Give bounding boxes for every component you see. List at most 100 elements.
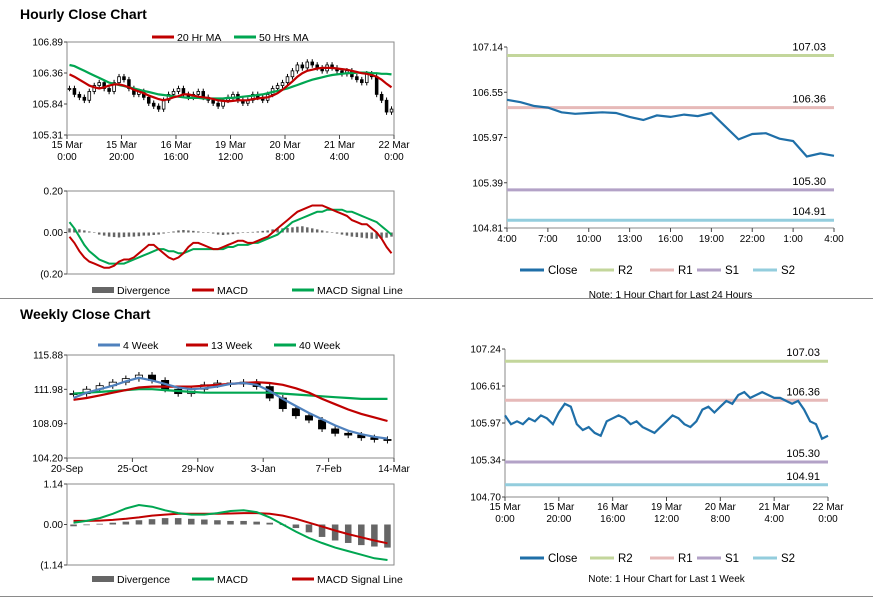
weekly-price-ytick: 115.88 [33,351,63,362]
weekly_levels-level-label: 105.30 [786,448,820,460]
hourly_levels-xtick: 4:00 [824,234,844,245]
hourly_levels-level-label: 107.03 [792,42,826,54]
weekly-price-ytick: 104.20 [32,454,63,465]
hourly_levels-legend-label: Close [548,265,577,277]
hourly-macd-divergence-bar [167,232,170,233]
hourly-macd-divergence-bar [78,229,81,233]
hourly-macd-legend-label: Divergence [117,285,170,297]
hourly-price-candle [275,85,280,89]
section-divider [0,298,873,299]
weekly-price-legend-label: 13 Week [211,340,253,352]
hourly-macd-divergence-bar [216,232,220,235]
hourly-macd-legend-swatch [92,287,114,293]
weekly-macd-divergence-bar [201,519,208,525]
hourly-price-candle [374,76,379,95]
hourly-macd-divergence-bar [301,226,304,233]
hourly-price-candle [310,61,315,66]
weekly-ma4-line [73,376,388,440]
hourly-price-candle [384,99,389,113]
hourly-macd-divergence-bar [231,232,235,235]
weekly_levels-xtick: 21 Mar [759,502,791,513]
weekly-price-plot [66,354,395,459]
hourly-macd-legend-label: MACD Signal Line [317,285,403,297]
hourly-price-xtick: 16 Mar [160,140,192,151]
weekly-macd-ytick: 1.14 [44,480,64,491]
hourly-macd-divergence-bar [320,230,324,233]
hourly-macd-divergence-bar [93,232,96,233]
weekly-price-candle [304,415,313,421]
hourly_levels-xtick: 1:00 [783,234,803,245]
weekly_levels-ytick: 105.97 [470,419,501,430]
weekly-macd-divergence-bar [148,519,156,525]
weekly-price-candle [291,408,300,417]
hourly-price-candle [379,93,384,101]
hourly-macd-divergence-bar [157,232,160,235]
hourly_levels-legend-label: R2 [618,265,633,277]
hourly-macd-ytick: (0.20 [40,270,63,281]
weekly-price-xtick: 14-Mar [378,464,410,475]
hourly-macd-divergence-bar [291,227,294,233]
weekly-price-xtick: 29-Nov [182,464,214,475]
weekly-macd-divergence-bar [371,524,378,547]
weekly_levels-legend-label: Close [548,553,577,565]
hourly-macd-divergence-bar [256,231,259,233]
hourly-macd-divergence-bar [345,232,349,236]
hourly-price-candle [305,61,310,69]
hourly-price-xtick: 0:00 [384,152,404,163]
hourly_levels-xtick: 16:00 [658,234,683,245]
hourly-price-candle [67,88,72,90]
hourly_levels-note: Note: 1 Hour Chart for Last 24 Hours [589,290,752,301]
hourly-price-candle [82,96,87,101]
hourly-price-candle [146,96,151,104]
hourly_levels-xtick: 13:00 [617,234,642,245]
hourly-price-candle [171,91,176,95]
hourly-price-candle [355,76,359,81]
hourly-price-candle [77,93,82,98]
hourly_levels-legend-label: S1 [725,265,739,277]
weekly-macd-divergence-bar [135,520,143,525]
hourly-price-candle [112,82,116,92]
hourly-macd-divergence-bar [152,232,155,235]
weekly_levels-level-label: 106.36 [786,386,820,398]
hourly-price-candle [280,82,285,86]
hourly_levels-ytick: 106.55 [472,88,503,99]
hourly-price-legend-label: 50 Hrs MA [259,32,309,44]
weekly-section-title: Weekly Close Chart [20,306,151,322]
hourly_levels-close-line [506,98,835,158]
hourly-macd-divergence-bar [236,232,240,234]
hourly-price-candle [211,99,215,104]
weekly_levels-xtick: 16:00 [600,514,625,525]
hourly_levels-level-label: 105.30 [792,176,826,188]
weekly-macd-divergence-bar [292,524,300,529]
weekly-macd-divergence-bar [96,523,103,525]
hourly-price-candle [161,99,166,110]
hourly-macd-divergence-bar [286,227,289,233]
weekly-macd-legend-swatch [92,576,114,582]
hourly_levels-legend-label: R1 [678,265,693,277]
weekly-macd-divergence-bar [109,522,117,525]
weekly-price-legend-label: 40 Week [299,340,341,352]
weekly_levels-legend-label: R1 [678,553,693,565]
hourly-price-ytick: 106.89 [32,38,63,49]
hourly-price-candle [360,79,364,84]
hourly-price-xtick: 21 Mar [324,140,356,151]
weekly-macd-divergence-bar [358,524,365,546]
hourly-macd-divergence-bar [325,231,329,233]
hourly-price-xtick: 0:00 [57,152,77,163]
weekly_levels-ytick: 104.70 [470,493,501,504]
weekly-macd-divergence-bar [227,520,234,525]
hourly-macd-divergence-bar [251,231,255,233]
weekly-macd-line [73,503,388,561]
hourly-macd-divergence-bar [202,232,205,233]
hourly_levels-level-label: 106.36 [792,94,826,106]
hourly-macd-divergence-bar [83,230,86,233]
weekly_levels-level-label: 104.91 [786,471,820,483]
hourly-price-plot [66,41,395,136]
weekly_levels-xtick: 4:00 [764,514,784,525]
hourly-macd-divergence-bar [375,232,378,239]
hourly-macd-divergence-bar [306,227,309,233]
hourly-price-candle [117,76,121,84]
hourly-macd-divergence-bar [177,230,180,233]
hourly-macd-divergence-bar [122,232,126,238]
hourly-price-ytick: 105.84 [32,100,63,111]
